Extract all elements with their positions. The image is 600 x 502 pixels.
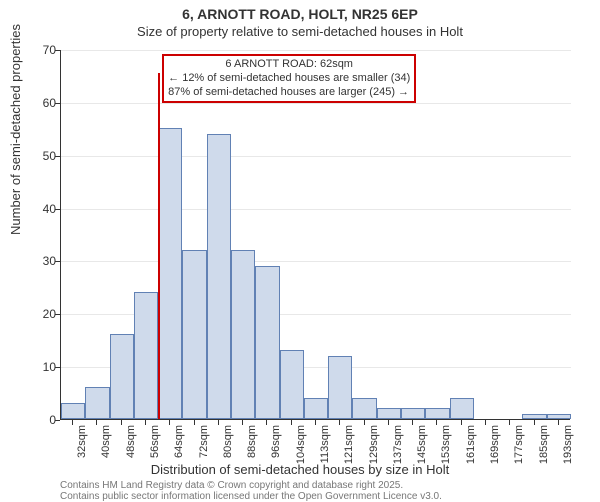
grid-line	[61, 50, 571, 51]
y-tick-label: 60	[28, 96, 56, 110]
x-tick-mark	[266, 420, 267, 425]
x-tick-mark	[558, 420, 559, 425]
x-tick-mark	[96, 420, 97, 425]
histogram-bar	[110, 334, 134, 419]
y-axis-label: Number of semi-detached properties	[8, 24, 23, 235]
histogram-bar	[255, 266, 279, 419]
plot-area: 6 ARNOTT ROAD: 62sqm← 12% of semi-detach…	[60, 50, 570, 420]
y-tick-label: 20	[28, 307, 56, 321]
info-box-line-smaller: ← 12% of semi-detached houses are smalle…	[168, 72, 410, 86]
x-tick-mark	[534, 420, 535, 425]
histogram-bar	[61, 403, 85, 419]
chart-container: 6, ARNOTT ROAD, HOLT, NR25 6EP Size of p…	[0, 0, 600, 500]
x-tick-mark	[218, 420, 219, 425]
y-tick-mark	[55, 156, 60, 157]
x-axis-label: Distribution of semi-detached houses by …	[0, 462, 600, 477]
y-tick-label: 0	[28, 413, 56, 427]
histogram-bar	[85, 387, 109, 419]
x-tick-mark	[388, 420, 389, 425]
chart-title-main: 6, ARNOTT ROAD, HOLT, NR25 6EP	[0, 6, 600, 22]
histogram-bar	[377, 408, 401, 419]
y-tick-label: 10	[28, 360, 56, 374]
y-tick-mark	[55, 420, 60, 421]
x-tick-mark	[485, 420, 486, 425]
reference-line	[158, 73, 160, 419]
x-tick-mark	[169, 420, 170, 425]
x-tick-mark	[436, 420, 437, 425]
x-tick-mark	[339, 420, 340, 425]
footer-line-1: Contains HM Land Registry data © Crown c…	[60, 480, 442, 491]
y-tick-mark	[55, 209, 60, 210]
grid-line	[61, 261, 571, 262]
x-tick-mark	[461, 420, 462, 425]
y-tick-mark	[55, 261, 60, 262]
histogram-bar	[231, 250, 255, 419]
y-tick-mark	[55, 314, 60, 315]
y-tick-label: 50	[28, 149, 56, 163]
histogram-bar	[134, 292, 158, 419]
histogram-bar	[450, 398, 474, 419]
grid-line	[61, 209, 571, 210]
histogram-bar	[304, 398, 328, 419]
histogram-bar	[522, 414, 546, 419]
y-tick-label: 70	[28, 43, 56, 57]
x-tick-mark	[121, 420, 122, 425]
y-tick-label: 30	[28, 254, 56, 268]
grid-line	[61, 156, 571, 157]
x-tick-mark	[291, 420, 292, 425]
y-tick-mark	[55, 367, 60, 368]
histogram-bar	[182, 250, 206, 419]
y-tick-mark	[55, 103, 60, 104]
histogram-bar	[425, 408, 449, 419]
histogram-bar	[280, 350, 304, 419]
x-tick-mark	[72, 420, 73, 425]
x-tick-mark	[194, 420, 195, 425]
x-tick-mark	[145, 420, 146, 425]
footer: Contains HM Land Registry data © Crown c…	[60, 480, 442, 502]
x-tick-mark	[315, 420, 316, 425]
y-tick-mark	[55, 50, 60, 51]
x-tick-mark	[364, 420, 365, 425]
info-box-line-larger: 87% of semi-detached houses are larger (…	[168, 86, 410, 100]
histogram-bar	[401, 408, 425, 419]
reference-info-box: 6 ARNOTT ROAD: 62sqm← 12% of semi-detach…	[162, 54, 416, 103]
x-tick-mark	[509, 420, 510, 425]
footer-line-2: Contains public sector information licen…	[60, 491, 442, 502]
x-tick-mark	[242, 420, 243, 425]
histogram-bar	[547, 414, 571, 419]
histogram-bar	[352, 398, 376, 419]
x-tick-mark	[412, 420, 413, 425]
histogram-bar	[158, 128, 182, 419]
info-box-title: 6 ARNOTT ROAD: 62sqm	[168, 58, 410, 72]
histogram-bar	[328, 356, 352, 419]
chart-title-sub: Size of property relative to semi-detach…	[0, 24, 600, 39]
y-tick-label: 40	[28, 202, 56, 216]
histogram-bar	[207, 134, 231, 419]
